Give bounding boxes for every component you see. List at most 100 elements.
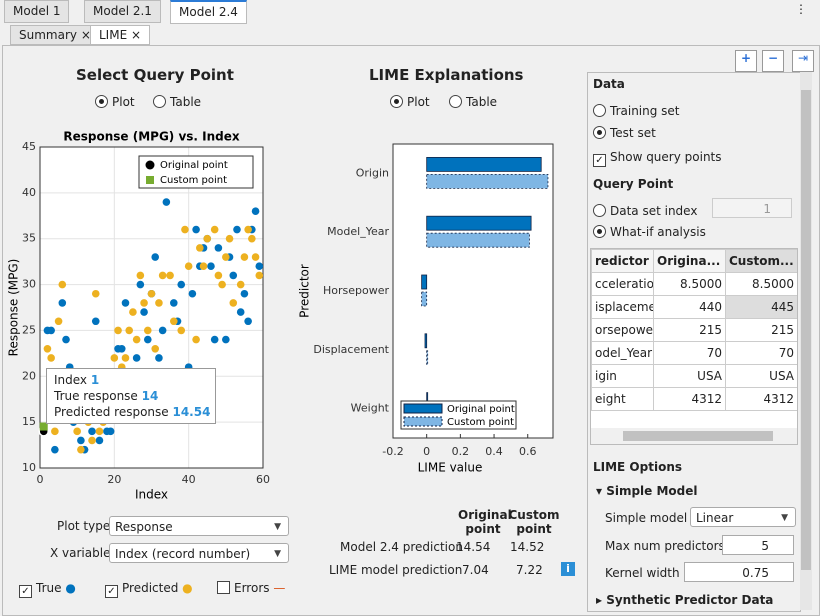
legend-marker <box>146 176 154 184</box>
radio[interactable]: Table <box>449 95 497 109</box>
y-tick-label: Horsepower <box>323 284 389 297</box>
scrollbar[interactable] <box>800 72 812 610</box>
y-tick-label: Displacement <box>313 343 389 356</box>
point <box>225 234 234 243</box>
point <box>240 253 249 261</box>
point <box>143 326 152 335</box>
y-tick-label: 30 <box>22 278 36 291</box>
spinner[interactable]: 1 <box>712 198 792 218</box>
h-scrollbar[interactable] <box>591 428 797 444</box>
point <box>248 234 256 243</box>
subtab[interactable]: LIME × <box>90 25 151 45</box>
radio-label: Plot <box>112 95 135 109</box>
radio-label: Test set <box>610 126 656 140</box>
radio-label: Data set index <box>610 204 698 218</box>
section-title: LIME Options <box>593 460 682 474</box>
radio[interactable]: Training set <box>593 104 680 118</box>
point <box>136 271 145 280</box>
custom-point <box>39 422 48 431</box>
radio[interactable]: Plot <box>95 95 135 109</box>
tooltip: Index 1 True response 14 Predicted respo… <box>46 368 216 424</box>
y-tick-label: Origin <box>356 166 389 179</box>
tab[interactable]: Model 2.4 <box>170 0 247 24</box>
cell: 440 <box>653 295 726 319</box>
tooltip-value: 14.54 <box>172 405 211 419</box>
point <box>129 308 137 316</box>
point <box>155 354 163 362</box>
point <box>91 317 100 326</box>
spinner[interactable]: 0.75 <box>684 562 794 582</box>
legend-marker <box>403 403 443 414</box>
radio[interactable]: Plot <box>390 95 430 109</box>
add-button[interactable]: + <box>735 50 757 72</box>
cell: 215 <box>653 318 726 342</box>
point <box>166 271 174 280</box>
label: Plot type <box>57 519 111 533</box>
panel-title: LIME Explanations <box>369 66 524 84</box>
point <box>255 271 264 280</box>
point <box>244 225 252 234</box>
point <box>51 445 59 454</box>
point <box>170 299 178 307</box>
point <box>155 299 163 307</box>
subsection-title[interactable]: ▾ Simple Model <box>596 484 698 498</box>
point <box>199 262 208 271</box>
x-tick-label: 20 <box>107 473 121 486</box>
point <box>58 280 67 289</box>
bar <box>426 350 429 366</box>
cell: igin <box>591 364 654 388</box>
info-icon[interactable]: i <box>561 562 575 576</box>
dropdown-value: Linear <box>696 511 734 525</box>
checkbox-label: Errors <box>234 581 270 595</box>
checkbox[interactable]: ✓ Show query points <box>593 150 722 167</box>
subsection-title[interactable]: ▸ Synthetic Predictor Data <box>596 593 774 607</box>
subtab[interactable]: Summary × <box>10 25 100 45</box>
cell: 70 <box>653 341 726 365</box>
dropdown[interactable]: Response <box>109 516 289 537</box>
radio[interactable]: Test set <box>593 126 656 140</box>
subsection-label: Simple Model <box>606 484 698 498</box>
remove-button[interactable]: − <box>762 50 784 72</box>
radio[interactable]: Data set index <box>593 204 697 218</box>
y-tick-label: 10 <box>22 461 36 474</box>
point <box>151 344 160 353</box>
tab[interactable]: Model 1 <box>4 0 70 23</box>
point <box>47 354 55 362</box>
point <box>222 335 230 344</box>
label: Max num predictors <box>605 539 725 553</box>
cell: 8.5000 <box>725 272 797 296</box>
point <box>110 354 119 362</box>
checkbox[interactable]: Errors — <box>217 581 285 595</box>
dropdown[interactable]: Linear <box>690 507 796 528</box>
point <box>95 436 104 445</box>
radio[interactable]: Table <box>153 95 201 109</box>
dropdown[interactable]: Index (record number) <box>109 543 289 564</box>
chart-title: Response (MPG) vs. Index <box>63 130 240 144</box>
label: X variable <box>50 546 111 560</box>
point <box>58 299 67 307</box>
export-button[interactable]: ⇥ <box>792 50 814 72</box>
tab[interactable]: Model 2.1 <box>84 0 161 23</box>
cell: 14.52 <box>510 540 545 554</box>
point <box>43 344 52 353</box>
checkbox[interactable]: ✓ Predicted ● <box>105 581 193 598</box>
point <box>240 289 249 298</box>
radio[interactable]: What-if analysis <box>593 225 706 239</box>
checkbox[interactable]: ✓ True ● <box>19 581 76 598</box>
panel-title: Select Query Point <box>76 66 234 84</box>
point <box>51 427 59 436</box>
point <box>132 354 141 362</box>
menu[interactable]: ⋮ <box>795 2 807 16</box>
y-axis-label: Predictor <box>298 264 312 318</box>
cell: 4312 <box>653 387 726 411</box>
point <box>229 299 238 307</box>
row-label: Model 2.4 prediction <box>340 540 463 554</box>
y-tick-label: 20 <box>22 369 36 382</box>
y-tick-label: 25 <box>22 323 36 336</box>
point <box>54 317 63 326</box>
spinner[interactable]: 5 <box>722 535 794 555</box>
y-tick-label: 15 <box>22 415 36 428</box>
point <box>47 326 55 335</box>
bar <box>424 333 428 349</box>
